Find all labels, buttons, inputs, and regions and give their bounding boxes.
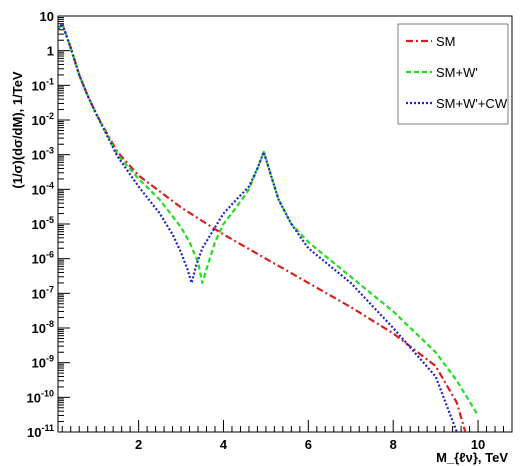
x-tick-label: 4 <box>220 437 228 452</box>
y-tick-exponent: -8 <box>46 319 54 329</box>
y-tick-label: 10-8 <box>32 319 54 336</box>
y-tick-label: 10-11 <box>27 423 54 440</box>
y-tick-base: 10 <box>32 286 46 301</box>
y-tick-label: 10-7 <box>32 284 54 301</box>
x-tick-label: 6 <box>305 437 312 452</box>
y-tick-exponent: -9 <box>46 354 54 364</box>
y-tick-base: 10 <box>32 113 46 128</box>
x-tick-label: 10 <box>471 437 485 452</box>
x-tick-label: 8 <box>390 437 397 452</box>
y-tick-exponent: -4 <box>46 180 54 190</box>
legend: SM SM+W' SM+W'+CW <box>397 23 509 125</box>
y-tick-label: 10-9 <box>32 354 54 371</box>
y-tick-exponent: -2 <box>46 111 54 121</box>
y-tick-label: 10-4 <box>32 180 54 197</box>
y-axis-title: (1/σ)(dσ/dM), 1/TeV <box>10 71 25 189</box>
y-tick-base: 10 <box>32 217 46 232</box>
x-tick-label: 2 <box>135 437 142 452</box>
x-tick-labels: 2 4 6 8 10 <box>135 437 485 452</box>
y-tick-label: 1 <box>47 44 54 59</box>
y-tick-label: 10-6 <box>32 250 54 267</box>
y-tick-label: 10-10 <box>27 388 54 405</box>
y-tick-label: 10-1 <box>32 76 54 93</box>
y-tick-exponent: -7 <box>46 284 54 294</box>
y-tick-base: 10 <box>32 78 46 93</box>
y-tick-exponent: -6 <box>46 250 54 260</box>
series-line-2 <box>58 22 458 432</box>
legend-label: SM+W' <box>436 65 478 80</box>
y-tick-base: 10 <box>32 148 46 163</box>
axis-ticks <box>58 17 513 433</box>
x-axis-title: M_{ℓν}, TeV <box>436 450 508 465</box>
y-tick-base: 1 <box>47 44 54 59</box>
y-tick-base: 10 <box>32 252 46 267</box>
y-tick-label: 10 <box>40 9 54 24</box>
y-tick-label: 10-2 <box>32 111 54 128</box>
y-tick-exponent: -5 <box>46 215 54 225</box>
legend-label: SM+W'+CW <box>436 96 508 111</box>
y-tick-exponent: -11 <box>41 423 54 433</box>
y-tick-base: 10 <box>32 321 46 336</box>
y-tick-base: 10 <box>32 356 46 371</box>
y-tick-base: 10 <box>40 9 54 24</box>
y-tick-exponent: -3 <box>46 146 54 156</box>
y-tick-base: 10 <box>27 390 41 405</box>
y-tick-label: 10-5 <box>32 215 54 232</box>
legend-label: SM <box>436 34 456 49</box>
series-group <box>58 22 479 432</box>
y-tick-base: 10 <box>27 425 41 440</box>
y-tick-label: 10-3 <box>32 146 54 163</box>
y-tick-base: 10 <box>32 182 46 197</box>
y-tick-exponent: -10 <box>41 388 54 398</box>
y-tick-labels: 10-1110-1010-910-810-710-610-510-410-310… <box>27 9 54 440</box>
y-tick-exponent: -1 <box>46 76 54 86</box>
